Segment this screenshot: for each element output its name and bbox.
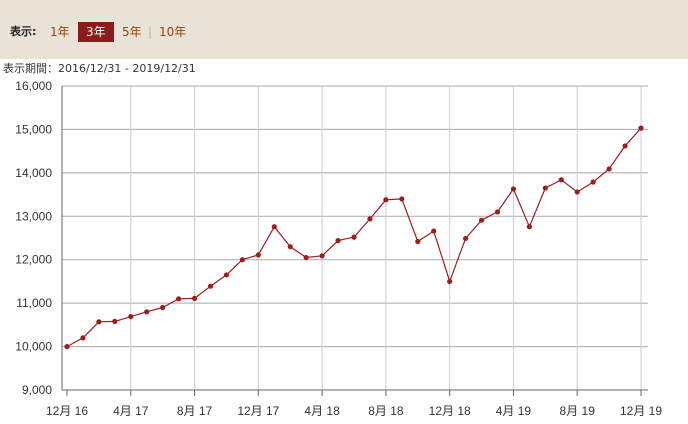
data-point[interactable] (96, 319, 102, 325)
x-axis-ticks: 12月 16 4月 17 8月 17 12月 17 4月 18 8月 18 12月 18 4月… (46, 404, 662, 418)
data-point[interactable] (383, 197, 389, 203)
data-point[interactable] (271, 224, 277, 230)
data-point[interactable] (606, 166, 612, 172)
y-tick-label: 15,000 (15, 122, 52, 136)
data-point[interactable] (463, 235, 469, 242)
x-tick-label: 12月 19 (620, 404, 662, 418)
data-point[interactable] (239, 257, 245, 263)
data-point[interactable] (287, 244, 293, 250)
data-point[interactable] (367, 216, 373, 222)
data-point[interactable] (431, 228, 437, 234)
axes (61, 86, 648, 396)
data-point[interactable] (478, 217, 485, 223)
data-point[interactable] (447, 278, 453, 285)
data-point[interactable] (80, 335, 86, 341)
x-tick-label: 8月 19 (560, 404, 596, 418)
data-point[interactable] (494, 209, 501, 215)
data-point[interactable] (351, 234, 357, 240)
data-point[interactable] (510, 186, 517, 192)
y-tick-label: 11,000 (16, 296, 52, 310)
data-point[interactable] (223, 272, 230, 278)
data-point[interactable] (415, 238, 421, 245)
y-tick-label: 16,000 (15, 79, 52, 93)
period-separator: | (148, 25, 153, 39)
x-tick-label: 12月 18 (429, 404, 471, 418)
display-range: 表示期間：2016/12/31 - 2019/12/31 (3, 62, 196, 76)
data-point[interactable] (207, 283, 214, 289)
y-tick-label: 13,000 (15, 209, 52, 223)
x-tick-label: 8月 17 (177, 404, 213, 418)
x-tick-label: 12月 17 (237, 404, 279, 418)
y-tick-label: 10,000 (15, 340, 52, 354)
display-range-value: 2016/12/31 - 2019/12/31 (58, 62, 196, 75)
data-point[interactable] (176, 296, 182, 302)
period-label: 表示: (10, 25, 37, 38)
display-range-label: 表示期間： (3, 62, 58, 75)
data-point[interactable] (590, 179, 596, 185)
period-option-10y[interactable]: 10年 (159, 25, 187, 39)
data-point[interactable] (638, 125, 644, 131)
data-point[interactable] (303, 254, 309, 261)
x-tick-label: 4月 17 (113, 404, 149, 418)
data-point[interactable] (255, 252, 261, 258)
period-selector-bar: 表示: 1年 3年 5年 | 10年 (0, 0, 688, 59)
y-tick-label: 12,000 (15, 253, 52, 267)
x-tick-label: 4月 19 (496, 404, 532, 418)
data-point[interactable] (319, 253, 325, 259)
data-point[interactable] (191, 295, 198, 301)
x-tick-label: 12月 16 (46, 404, 88, 418)
data-point[interactable] (335, 238, 341, 244)
y-axis-ticks: 9,000 10,000 11,000 12,000 13,000 14,000 15,00… (15, 79, 52, 397)
grid (62, 85, 648, 390)
data-point[interactable] (526, 224, 532, 230)
data-point[interactable] (144, 309, 150, 315)
data-point[interactable] (542, 185, 548, 191)
data-point[interactable] (160, 304, 166, 311)
data-point[interactable] (128, 314, 134, 320)
data-point[interactable] (112, 318, 118, 324)
data-point[interactable] (622, 143, 628, 149)
series (64, 125, 644, 350)
period-option-3y[interactable]: 3年 (78, 22, 114, 42)
x-tick-label: 4月 18 (304, 404, 340, 418)
x-tick-label: 8月 18 (368, 404, 404, 418)
data-point[interactable] (64, 343, 70, 350)
y-tick-label: 14,000 (15, 166, 52, 180)
y-tick-label: 9,000 (22, 383, 52, 397)
period-option-5y[interactable]: 5年 (122, 25, 142, 39)
data-point[interactable] (399, 196, 405, 202)
period-option-1y[interactable]: 1年 (50, 25, 70, 39)
data-point[interactable] (574, 189, 580, 195)
data-point[interactable] (558, 177, 564, 183)
